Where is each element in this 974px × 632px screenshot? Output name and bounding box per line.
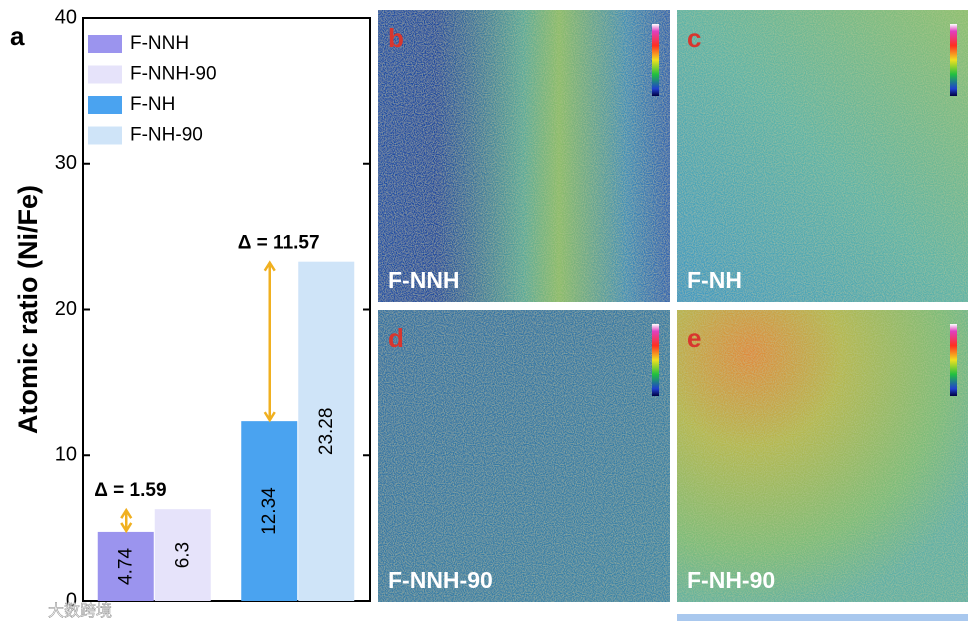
bar	[97, 531, 154, 601]
delta-arrowhead	[263, 260, 276, 272]
panel-letter: a	[10, 21, 25, 51]
y-tick-label: 0	[66, 589, 77, 611]
legend-swatch	[88, 126, 122, 145]
panel-letter: d	[388, 323, 404, 353]
delta-arrowhead	[120, 522, 133, 534]
panel-label: F-NNH-90	[388, 567, 493, 593]
value-label: 6.3	[172, 542, 193, 568]
image-panels	[378, 10, 968, 621]
y-tick-label: 30	[55, 152, 77, 174]
value-label: 4.74	[115, 548, 136, 585]
watermark: 大数跨境	[48, 601, 112, 620]
colorbar	[950, 324, 957, 396]
y-tick-label: 20	[55, 298, 77, 320]
delta-arrowhead	[263, 411, 276, 423]
panel-letter: c	[687, 23, 701, 53]
panel-label: F-NH	[687, 267, 742, 293]
panel-letter: e	[687, 323, 701, 353]
legend-swatch	[88, 65, 122, 84]
map-image	[378, 310, 670, 602]
bar	[241, 421, 298, 601]
colorbar	[652, 24, 659, 96]
y-tick-label: 40	[55, 6, 77, 28]
legend-label: F-NNH-90	[130, 64, 217, 85]
map-image	[677, 310, 968, 602]
delta-arrowhead	[120, 507, 133, 519]
legend-swatch	[88, 96, 122, 114]
colorbar	[652, 324, 659, 396]
decor-bar	[677, 614, 968, 621]
legend-label: F-NH	[130, 94, 175, 115]
y-tick-label: 10	[55, 444, 77, 466]
legend-label: F-NNH	[130, 33, 189, 54]
bar	[154, 509, 211, 601]
value-label: 12.34	[259, 487, 280, 535]
bar	[298, 261, 355, 601]
legend-swatch	[88, 35, 122, 53]
legend-label: F-NH-90	[130, 125, 203, 146]
value-label: 23.28	[316, 408, 337, 456]
delta-label: Δ = 1.59	[94, 480, 166, 501]
panel-label: F-NH-90	[687, 567, 775, 593]
panel-label: F-NNH	[388, 267, 460, 293]
panel-letter: b	[388, 23, 404, 53]
map-image	[677, 10, 968, 302]
delta-label: Δ = 11.57	[238, 233, 320, 254]
colorbar	[950, 24, 957, 96]
map-image	[378, 10, 670, 302]
y-axis-label: Atomic ratio (Ni/Fe)	[13, 185, 43, 434]
